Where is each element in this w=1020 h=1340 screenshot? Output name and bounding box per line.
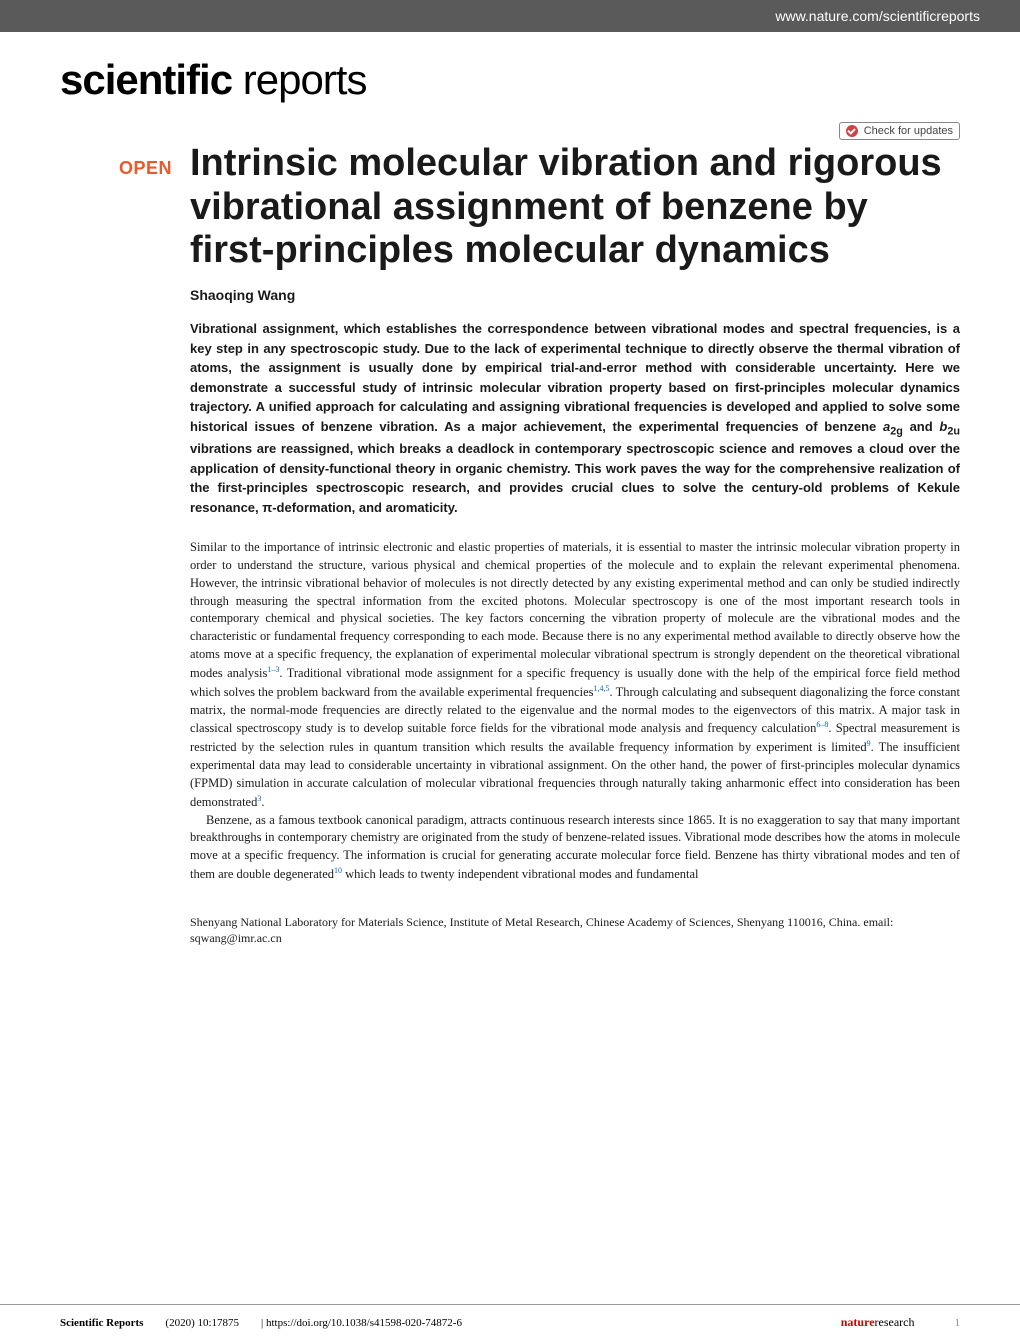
- body-p1-a: Similar to the importance of intrinsic e…: [190, 540, 960, 679]
- check-updates-row: Check for updates: [0, 116, 1020, 142]
- check-icon: [846, 125, 858, 137]
- ref-6-8[interactable]: 6–8: [816, 720, 828, 729]
- left-column: OPEN: [60, 142, 190, 947]
- check-updates-button[interactable]: Check for updates: [839, 122, 960, 140]
- ref-10[interactable]: 10: [334, 866, 342, 875]
- footer-journal: Scientific Reports: [60, 1317, 143, 1329]
- abstract-and: and: [903, 419, 940, 434]
- footer-right: natureresearch 1: [841, 1315, 960, 1330]
- right-column: Intrinsic molecular vibration and rigoro…: [190, 142, 960, 947]
- footer-left: Scientific Reports (2020) 10:17875 | htt…: [60, 1317, 462, 1329]
- journal-url: www.nature.com/scientificreports: [775, 8, 980, 24]
- body-paragraph-1: Similar to the importance of intrinsic e…: [190, 539, 960, 811]
- logo-section: scientific reports: [0, 32, 1020, 116]
- publisher-red: nature: [841, 1315, 875, 1329]
- abstract-2g: 2g: [890, 425, 903, 437]
- abstract: Vibrational assignment, which establishe…: [190, 319, 960, 517]
- abstract-text-1: Vibrational assignment, which establishe…: [190, 321, 960, 434]
- logo-bold: scientific: [60, 56, 232, 103]
- article-title: Intrinsic molecular vibration and rigoro…: [190, 142, 960, 273]
- footer-doi: | https://doi.org/10.1038/s41598-020-748…: [261, 1317, 462, 1329]
- open-access-badge: OPEN: [60, 158, 172, 179]
- body-text: Similar to the importance of intrinsic e…: [190, 539, 960, 883]
- body-p2-b: which leads to twenty independent vibrat…: [342, 867, 699, 881]
- publisher-logo: natureresearch: [841, 1315, 915, 1330]
- footer: Scientific Reports (2020) 10:17875 | htt…: [0, 1304, 1020, 1340]
- ref-145[interactable]: 1,4,5: [594, 684, 610, 693]
- author-name: Shaoqing Wang: [190, 287, 960, 303]
- body-paragraph-2: Benzene, as a famous textbook canonical …: [190, 812, 960, 884]
- check-updates-label: Check for updates: [864, 125, 953, 137]
- page-number: 1: [955, 1317, 961, 1329]
- footer-citation: (2020) 10:17875: [165, 1317, 239, 1329]
- abstract-text-2: vibrations are reassigned, which breaks …: [190, 441, 960, 515]
- logo-light: reports: [232, 56, 366, 103]
- journal-logo: scientific reports: [60, 56, 960, 104]
- content-area: OPEN Intrinsic molecular vibration and r…: [0, 142, 1020, 947]
- header-bar: www.nature.com/scientificreports: [0, 0, 1020, 32]
- abstract-2u: 2u: [947, 425, 960, 437]
- affiliation: Shenyang National Laboratory for Materia…: [190, 914, 960, 948]
- body-p1-f: .: [261, 795, 264, 809]
- ref-1-3[interactable]: 1–3: [267, 665, 279, 674]
- publisher-black: research: [875, 1315, 915, 1329]
